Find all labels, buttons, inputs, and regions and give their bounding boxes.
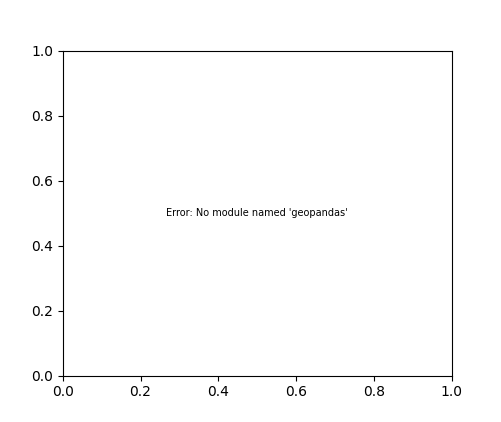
Text: Error: No module named 'geopandas': Error: No module named 'geopandas' [166,208,347,218]
